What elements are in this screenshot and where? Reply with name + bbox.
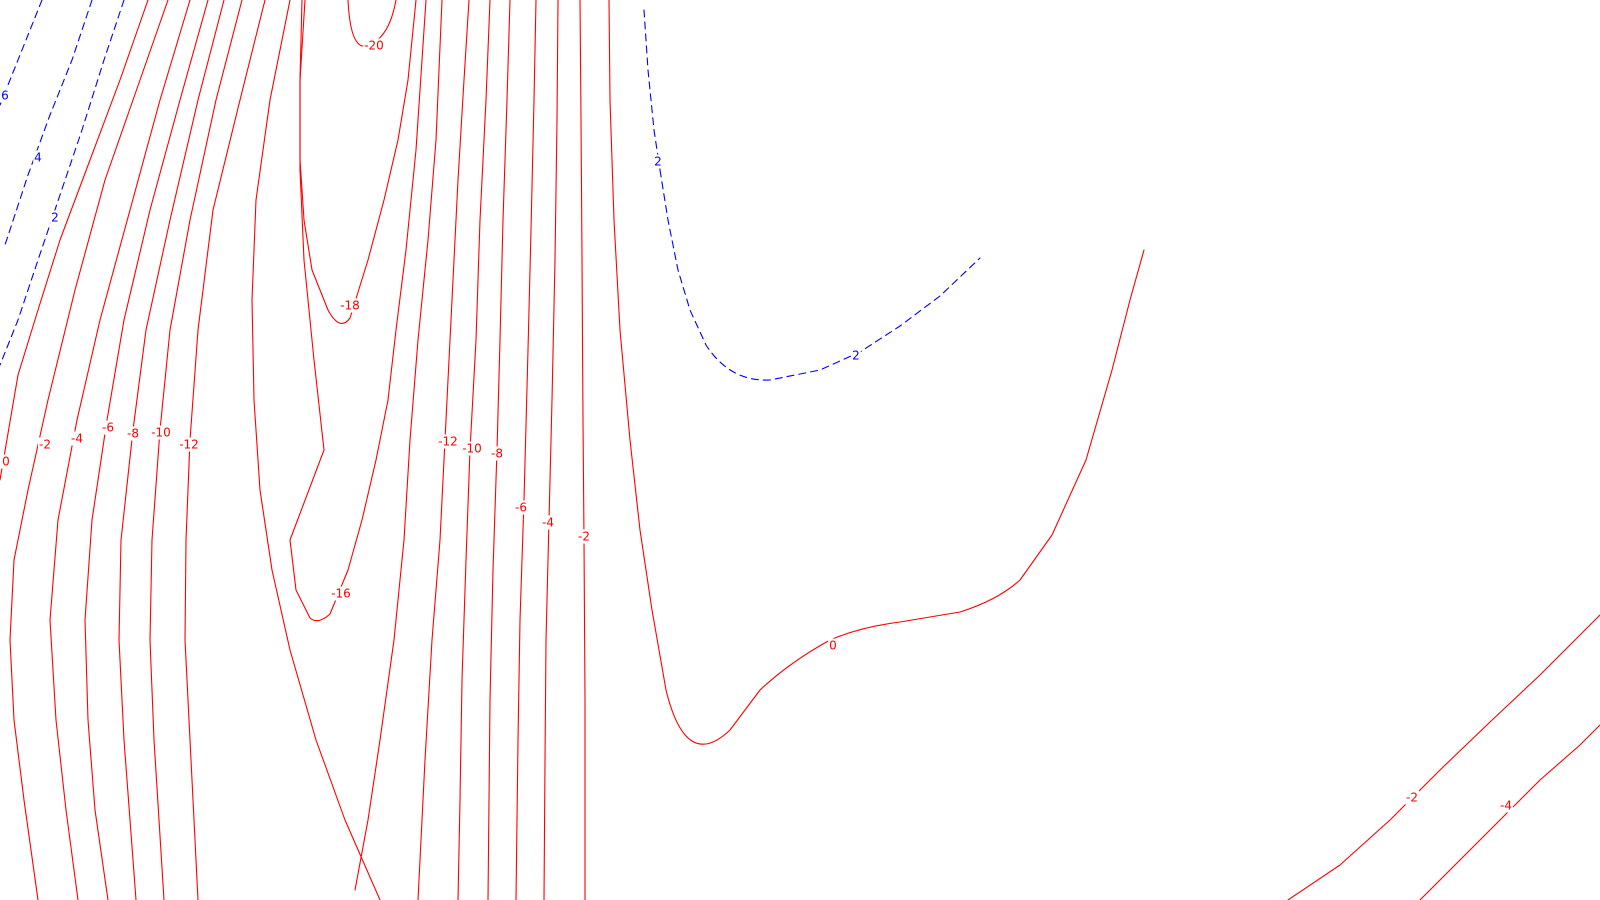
contour-line-zero-right: [608, 0, 1145, 745]
contour-label-pos-2-top: 2: [654, 155, 662, 169]
contour-label-neg-2-br: -2: [1406, 791, 1418, 805]
contour-line-neg-2-right: [579, 0, 586, 900]
contour-label-bg: [461, 441, 483, 456]
contour-label-bg: [828, 638, 838, 653]
contour-label-bg: [653, 154, 663, 169]
contour-label-neg-8-right: -8: [491, 447, 503, 461]
contour-line-neg-8-right: [487, 0, 511, 900]
contour-label-bg: [38, 437, 52, 452]
contour-label-neg-6-right: -6: [515, 501, 527, 515]
contour-label-bg: [1405, 790, 1419, 805]
contour-label-neg-8-left: -8: [127, 427, 139, 441]
contour-line-neg-4-left: [49, 0, 191, 900]
contour-label-neg-4-br: -4: [1500, 799, 1512, 813]
contour-label-bg: [339, 298, 361, 313]
contour-label-neg-16-loop: -16: [331, 587, 351, 601]
contour-label-bg: [363, 38, 385, 53]
contour-label-bg: [1, 454, 11, 469]
contour-label-bg: [178, 437, 200, 452]
contour-line-zero-left: [0, 0, 149, 481]
contour-label-bg: [851, 348, 861, 363]
contour-label-pos-4-left: 4: [34, 151, 42, 165]
contour-label-neg-18-loop: -18: [340, 299, 360, 313]
contour-line-neg-18-loop: [299, 0, 417, 324]
contour-label-bg: [150, 425, 172, 440]
contour-label-bg: [70, 431, 84, 446]
contour-label-bg: [50, 210, 60, 225]
contour-label-bg: [101, 420, 115, 435]
contour-line-pos-2-loop: [659, 169, 981, 381]
contour-line-neg-6-left: [84, 0, 209, 900]
contour-label-zero-left: 0: [2, 455, 10, 469]
contour-label-pos-2-loop: 2: [852, 349, 860, 363]
contour-label-bg: [330, 586, 352, 601]
contour-label-bg: [0, 88, 10, 103]
contour-line-pos-4-left: [4, 0, 93, 246]
contour-line-neg-2-left: [9, 0, 169, 900]
contour-label-bg: [577, 529, 591, 544]
contour-label-neg-10-right: -10: [462, 442, 482, 456]
contour-label-pos-6-left: 6: [1, 89, 9, 103]
contour-label-neg-12-right: -12: [438, 435, 458, 449]
contour-line-neg-16-loop: [289, 0, 427, 622]
contour-line-neg-12-right: [417, 0, 470, 900]
contour-label-neg-4-right: -4: [542, 516, 554, 530]
contour-label-zero-right: 0: [829, 639, 837, 653]
contour-label-bg: [33, 150, 43, 165]
contour-label-neg-6-left: -6: [102, 421, 114, 435]
contour-label-bg: [490, 446, 504, 461]
contour-label-bg: [541, 515, 555, 530]
contour-line-pos-2-top: [643, 9, 661, 171]
contour-line-neg-6-right: [515, 0, 537, 900]
contour-line-pos-2-left: [0, 0, 125, 366]
contour-label-bg: [1499, 798, 1513, 813]
contour-label-neg-12-left: -12: [179, 438, 199, 452]
contour-label-neg-20-loop: -20: [364, 39, 384, 53]
contour-label-bg: [437, 434, 459, 449]
contour-label-neg-10-left: -10: [151, 426, 171, 440]
contour-line-neg-20-loop: [347, 0, 397, 47]
contour-label-pos-2-left: 2: [51, 211, 59, 225]
contour-label-bg: [126, 426, 140, 441]
contour-label-neg-2-right: -2: [578, 530, 590, 544]
contour-line-pos-6-left: [0, 0, 43, 106]
contour-label-bg: [514, 500, 528, 515]
contour-label-neg-4-left: -4: [71, 432, 83, 446]
contour-line-neg-4-br: [1419, 724, 1600, 900]
contour-line-neg-4-right: [543, 0, 559, 900]
contour-label-neg-2-left: -2: [39, 438, 51, 452]
contour-line-neg-2-br: [1287, 614, 1600, 900]
contour-line-neg-14-loop: [251, 0, 443, 900]
